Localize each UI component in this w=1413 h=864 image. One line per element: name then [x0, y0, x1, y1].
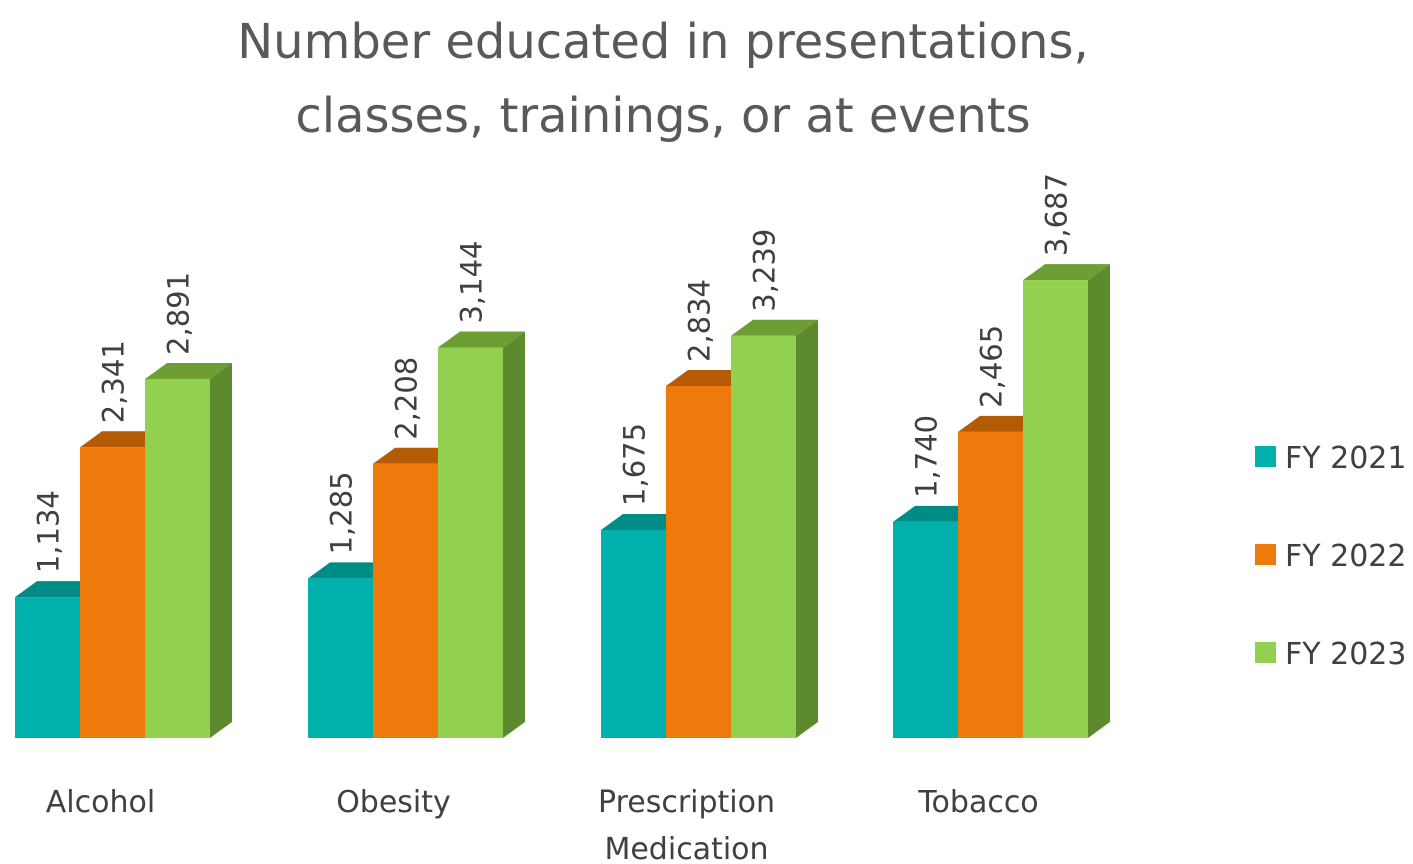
bar-fy-2023-3: [1023, 264, 1110, 738]
data-label: 3,239: [748, 229, 782, 312]
legend-label: FY 2021: [1285, 441, 1406, 476]
bar-front-face: [666, 386, 731, 738]
chart-title-line: classes, trainings, or at events: [295, 88, 1030, 144]
legend-label: FY 2023: [1285, 637, 1406, 672]
category-label: Medication: [604, 832, 768, 864]
chart-title-line: Number educated in presentations,: [237, 14, 1088, 70]
bar-front-face: [373, 463, 438, 738]
category-label: Prescription: [598, 785, 775, 820]
bar-side-face: [796, 319, 818, 738]
bar-front-face: [15, 597, 80, 738]
bar-top-face: [1023, 264, 1110, 281]
bar-top-face: [731, 319, 818, 336]
legend-item-fy-2021: FY 2021: [1255, 441, 1406, 476]
data-label: 1,740: [910, 415, 944, 498]
category-label: Obesity: [336, 785, 451, 820]
data-labels: 1,134 2,341 2,891 1,285 2,208 3,144 1,675 2,834…: [32, 173, 1074, 573]
data-label: 3,144: [455, 240, 489, 323]
bar-front-face: [958, 431, 1023, 738]
bar-front-face: [731, 335, 796, 738]
legend-swatch: [1255, 446, 1276, 467]
data-label: 1,675: [618, 423, 652, 506]
bar-front-face: [145, 378, 210, 738]
data-label: 1,134: [32, 490, 66, 573]
data-label: 2,208: [390, 357, 424, 440]
chart-title: Number educated in presentations, classes…: [237, 14, 1088, 144]
data-label: 2,465: [975, 325, 1009, 408]
data-label: 1,285: [325, 471, 359, 554]
bar-top-face: [145, 362, 232, 379]
chart-legend: FY 2021 FY 2022 FY 2023: [1255, 441, 1406, 672]
legend-swatch: [1255, 544, 1276, 565]
bar-side-face: [1088, 264, 1110, 738]
bar-front-face: [308, 578, 373, 738]
bar-front-face: [601, 529, 666, 738]
bar-fy-2023-2: [731, 319, 818, 738]
category-label: Alcohol: [46, 785, 155, 820]
bar-side-face: [503, 331, 525, 738]
category-label: Tobacco: [917, 785, 1038, 820]
bar-front-face: [1023, 280, 1088, 738]
legend-item-fy-2023: FY 2023: [1255, 637, 1406, 672]
legend-swatch: [1255, 642, 1276, 663]
bar-front-face: [80, 447, 145, 738]
data-label: 2,891: [162, 272, 196, 355]
bar-fy-2023-0: [145, 362, 232, 738]
bar-side-face: [210, 362, 232, 738]
data-label: 3,687: [1040, 173, 1074, 256]
bar-fy-2023-1: [438, 331, 525, 738]
category-axis-labels: Alcohol Obesity Prescription Medication Toba…: [46, 785, 1039, 864]
data-label: 2,834: [683, 279, 717, 362]
legend-item-fy-2022: FY 2022: [1255, 539, 1406, 574]
bar-front-face: [893, 521, 958, 738]
legend-label: FY 2022: [1285, 539, 1406, 574]
bar-top-face: [438, 331, 525, 348]
data-label: 2,341: [97, 340, 131, 423]
bar-front-face: [438, 347, 503, 738]
chart-bars: [15, 264, 1110, 738]
